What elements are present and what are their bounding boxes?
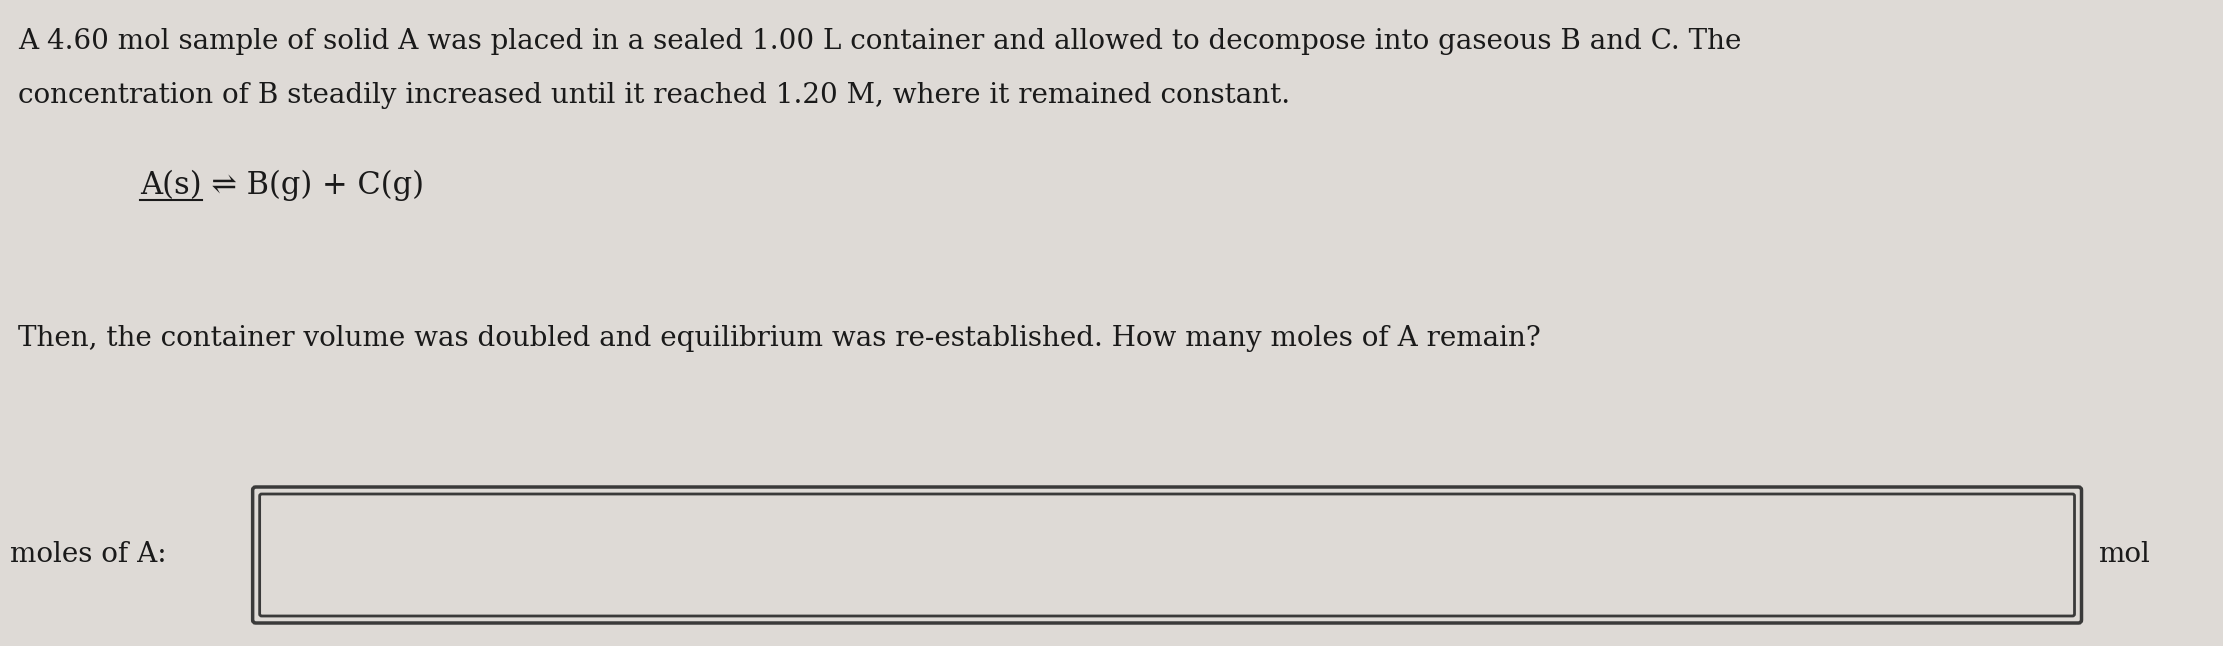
FancyBboxPatch shape <box>260 494 2074 616</box>
Text: concentration of B steadily increased until it reached 1.20 M, where it remained: concentration of B steadily increased un… <box>18 82 1289 109</box>
FancyBboxPatch shape <box>253 487 2081 623</box>
Text: Then, the container volume was doubled and equilibrium was re-established. How m: Then, the container volume was doubled a… <box>18 325 1541 352</box>
Text: moles of A:: moles of A: <box>9 541 167 568</box>
Text: A 4.60 mol sample of solid A was placed in a sealed 1.00 L container and allowed: A 4.60 mol sample of solid A was placed … <box>18 28 1741 55</box>
Text: A(s) ⇌ B(g) + C(g): A(s) ⇌ B(g) + C(g) <box>140 170 425 201</box>
Text: mol: mol <box>2099 541 2150 568</box>
